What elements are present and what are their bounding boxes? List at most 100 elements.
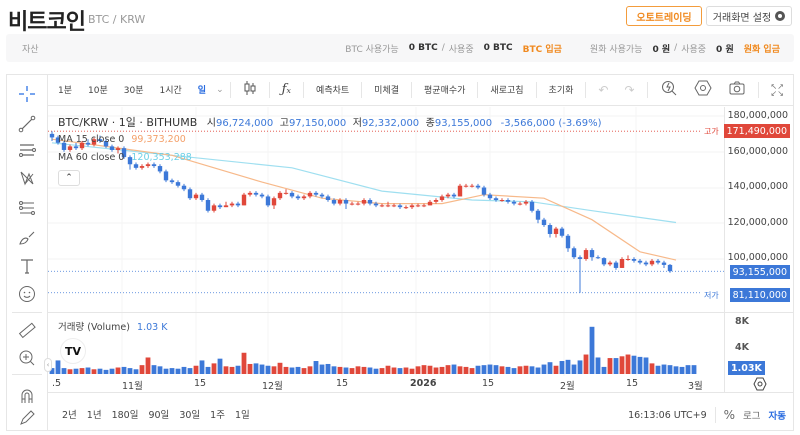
price-axis[interactable]: 180,000,000 160,000,000 140,000,000 120,… [723, 107, 794, 312]
auto-scale-toggle[interactable]: 자동 [768, 411, 786, 422]
open-orders-button[interactable]: 미체결 [374, 86, 400, 96]
divider [757, 81, 759, 98]
divider [646, 81, 648, 98]
separator: / [441, 43, 445, 53]
pattern-icon[interactable] [6, 166, 48, 190]
price-label: 120,000,000 [727, 217, 788, 228]
candlestick-icon[interactable] [235, 80, 265, 99]
tradingview-logo[interactable]: TV [60, 338, 86, 364]
price-label: 100,000,000 [727, 252, 788, 263]
volume-axis-label: 8K [735, 316, 749, 327]
undo-icon[interactable]: ↶ [598, 82, 609, 97]
time-label: 2월 [560, 381, 575, 392]
close-value: 93,155,000 [434, 118, 493, 129]
time-label: 15 [336, 378, 349, 389]
price-label: 140,000,000 [727, 181, 788, 192]
krw-available-value: 0 원 [652, 44, 671, 55]
interval-30m[interactable]: 30분 [123, 86, 144, 96]
ma15-value: 99,373,200 [131, 134, 186, 145]
chart-legend: BTC/KRW · 1일 · BITHUMB 시96,724,000 고97,1… [58, 114, 602, 130]
ma60-label: MA 60 close 0 [58, 152, 125, 163]
interval-1h[interactable]: 1시간 [159, 86, 182, 96]
range-180d[interactable]: 180일 [111, 410, 139, 421]
high-tag-label: 고가 [704, 127, 719, 136]
bottom-bar: 2년 1년 180일 90일 30일 1주 1일 16:13:06 UTC+9 … [48, 392, 794, 430]
camera-icon[interactable] [720, 79, 754, 100]
low-value: 92,332,000 [361, 118, 420, 129]
trend-line-icon[interactable] [6, 112, 48, 136]
volume-legend: 거래량 (Volume) 1.03 K [58, 319, 167, 333]
separator: / [674, 43, 678, 53]
zoom-in-icon[interactable] [6, 346, 48, 370]
chevron-down-icon[interactable]: ⌄ [216, 84, 224, 95]
range-1d[interactable]: 1일 [234, 410, 250, 421]
axis-settings-icon[interactable] [724, 376, 794, 392]
divider [585, 81, 587, 98]
range-1w[interactable]: 1주 [210, 410, 225, 421]
page-title: 비트코인 [8, 10, 86, 35]
brush-icon[interactable] [6, 226, 48, 250]
collapse-toolbar-handle[interactable]: ‹ [44, 358, 52, 372]
volume-axis[interactable]: 8K 4K 1.03K [724, 312, 794, 376]
btc-deposit-link[interactable]: BTC 입금 [522, 44, 562, 55]
ma15-label: MA 15 close 0 [58, 134, 125, 145]
pencil-icon[interactable] [6, 410, 48, 426]
low-tag-label: 저가 [704, 291, 719, 300]
fx-icon[interactable]: ƒₓ [281, 82, 292, 97]
btc-in-use-label: 사용중 [448, 44, 474, 55]
avg-buy-price-button[interactable]: 평균매수가 [424, 86, 466, 96]
symbol-label: BTC/KRW · 1일 · BITHUMB [58, 116, 198, 129]
settings-icon[interactable] [686, 79, 720, 100]
reset-button[interactable]: 초기화 [548, 86, 574, 96]
time-axis[interactable]: .5 11월 15 12월 15 2026 15 2월 15 3월 [48, 376, 794, 392]
auto-trading-button[interactable]: 오토트레이딩 [626, 6, 702, 26]
gear-icon [775, 11, 786, 21]
horizontal-lines-icon[interactable] [6, 138, 48, 162]
chart-toolbar: 1분 10분 30분 1시간 일 ⌄ ƒₓ 예측차트 미체결 평균매수가 새로고… [48, 74, 794, 106]
high-label: 고 [279, 118, 289, 129]
divider [229, 81, 231, 98]
ruler-icon[interactable] [6, 318, 48, 342]
screen-settings-label: 거래화면 설정 [712, 12, 772, 24]
divider [12, 374, 42, 375]
time-label: .5 [52, 378, 62, 389]
range-30d[interactable]: 30일 [179, 410, 201, 421]
price-label: 180,000,000 [727, 110, 788, 121]
ma15-legend: MA 15 close 0 99,373,200 [58, 134, 186, 145]
range-1y[interactable]: 1년 [86, 410, 102, 421]
percent-scale-toggle[interactable]: % [723, 408, 736, 422]
krw-deposit-link[interactable]: 원화 입금 [743, 44, 780, 55]
collapse-legend-button[interactable]: ⌃ [58, 170, 80, 186]
divider [303, 81, 305, 98]
range-selector: 2년 1년 180일 90일 30일 1주 1일 [62, 407, 250, 421]
status-group: 16:13:06 UTC+9 % 로그 자동 [628, 407, 786, 423]
divider [268, 81, 270, 98]
log-scale-toggle[interactable]: 로그 [743, 411, 761, 422]
krw-available-label: 원화 사용가능 [589, 44, 643, 55]
volume-pane[interactable] [48, 312, 724, 376]
divider [535, 81, 537, 98]
interval-1m[interactable]: 1분 [58, 86, 73, 96]
fib-icon[interactable] [6, 196, 48, 220]
crosshair-icon[interactable] [6, 82, 48, 106]
text-icon[interactable] [6, 254, 48, 278]
screen-settings-button[interactable]: 거래화면 설정 [706, 6, 792, 26]
volume-axis-label: 4K [735, 342, 749, 353]
redo-icon[interactable]: ↷ [624, 82, 635, 97]
emoji-icon[interactable] [6, 282, 48, 306]
fullscreen-icon[interactable]: ↖↗ ↙↘ [770, 81, 784, 98]
range-2y[interactable]: 2년 [62, 410, 77, 421]
price-label: 160,000,000 [727, 146, 788, 157]
refresh-button[interactable]: 새로고침 [490, 86, 524, 96]
forecast-chart-button[interactable]: 예측차트 [316, 86, 350, 96]
time-label: 2026 [410, 378, 437, 389]
open-label: 시 [206, 118, 216, 129]
magnet-icon[interactable] [6, 384, 48, 408]
interval-1d[interactable]: 일 [197, 86, 207, 96]
range-90d[interactable]: 90일 [148, 410, 170, 421]
interval-10m[interactable]: 10분 [88, 86, 108, 96]
divider [361, 81, 363, 98]
ma60-value: 120,353,288 [131, 152, 192, 163]
alert-icon[interactable] [652, 79, 686, 100]
